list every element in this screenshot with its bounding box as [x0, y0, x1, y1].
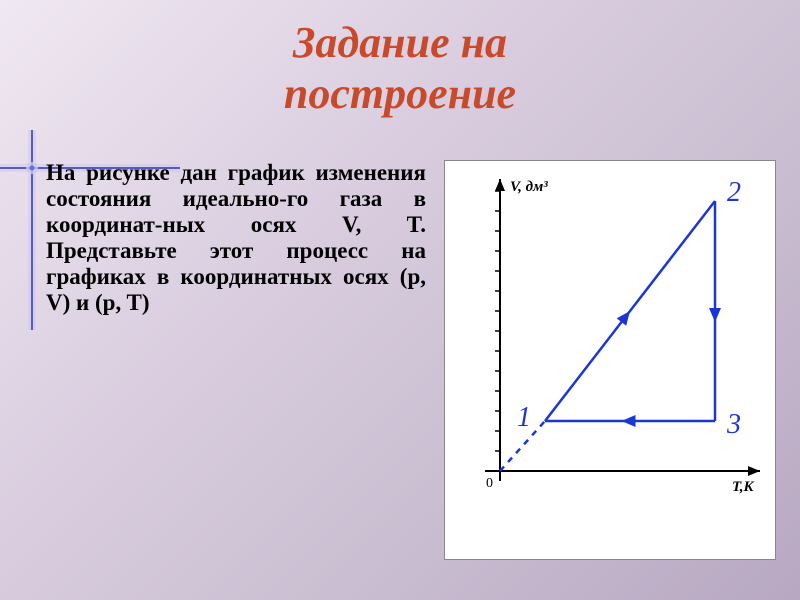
- svg-text:3: 3: [726, 409, 741, 440]
- task-text: На рисунке дан график изменения состояни…: [46, 160, 426, 560]
- title-line-1: Задание на: [293, 18, 507, 67]
- slide-title: Задание на построение: [0, 18, 800, 119]
- svg-text:T,K: T,K: [732, 479, 755, 495]
- title-line-2: построение: [284, 69, 516, 118]
- svg-text:1: 1: [517, 402, 531, 433]
- svg-text:0: 0: [486, 476, 493, 491]
- vt-chart: 0 T,K V, дм³ 1 2 3: [444, 160, 776, 560]
- vt-chart-svg: 0 T,K V, дм³ 1 2 3: [445, 161, 775, 501]
- content-row: На рисунке дан график изменения состояни…: [46, 160, 776, 560]
- svg-text:V, дм³: V, дм³: [510, 179, 548, 195]
- svg-text:2: 2: [727, 177, 741, 208]
